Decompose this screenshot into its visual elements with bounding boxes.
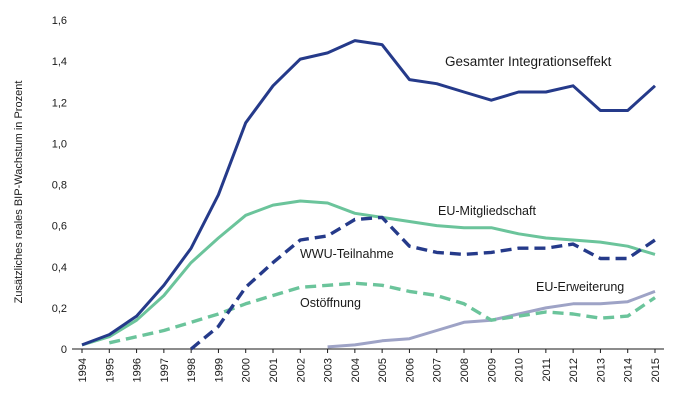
y-tick-label: 1,4 <box>52 56 67 68</box>
x-tick-label: 2005 <box>377 358 389 382</box>
y-axis-title: Zusätzliches reales BIP-Wachstum in Proz… <box>13 81 25 304</box>
y-axis-title-group: Zusätzliches reales BIP-Wachstum in Proz… <box>13 81 25 304</box>
y-tick-label: 0,8 <box>52 180 67 192</box>
y-tick-label: 1,0 <box>52 138 67 150</box>
x-tick-label: 2007 <box>432 358 444 382</box>
x-tick-label: 1996 <box>132 358 144 382</box>
x-tick-label: 2008 <box>459 358 471 382</box>
x-tick-label: 2013 <box>595 358 607 382</box>
series-line-gesamter-integrationseffekt <box>81 39 657 347</box>
x-tick-label: 2009 <box>486 358 498 382</box>
series-line-ostöffnung <box>108 281 656 345</box>
x-tick-label: 2006 <box>404 358 416 382</box>
x-tick-label: 1994 <box>77 358 89 382</box>
x-tick-label: 2002 <box>295 358 307 382</box>
x-tick-label: 1999 <box>213 358 225 382</box>
series-labels: Gesamter Integrationseffekt EU-Mitgliedsc… <box>300 54 624 310</box>
y-axis-ticks: 0 0,2 0,4 0,6 0,8 1,0 1,2 1,4 1,6 <box>52 15 67 356</box>
y-tick-label: 1,2 <box>52 97 67 109</box>
x-tick-label: 2011 <box>541 358 553 382</box>
series-line-wwu-teilnahme <box>190 215 656 351</box>
x-tick-label: 1997 <box>159 358 171 382</box>
x-axis-ticks: 1994 1995 1996 1997 1998 1999 2000 2001 2002 2003… <box>77 349 662 382</box>
x-tick-label: 2000 <box>241 358 253 382</box>
x-tick-label: 2004 <box>350 358 362 382</box>
series-label-gesamter-integrationseffekt: Gesamter Integrationseffekt <box>445 54 612 69</box>
y-tick-label: 0,2 <box>52 303 67 315</box>
x-tick-label: 1998 <box>186 358 198 382</box>
x-tick-label: 2015 <box>650 358 662 382</box>
series-line-eu-mitgliedschaft <box>81 199 656 347</box>
y-tick-label: 1,6 <box>52 15 67 27</box>
series-label-eu-erweiterung: EU-Erweiterung <box>536 280 624 294</box>
series-label-ostöffnung: Ostöffnung <box>300 296 361 310</box>
y-tick-label: 0,6 <box>52 221 67 233</box>
series-label-wwu-teilnahme: WWU-Teilnahme <box>300 247 394 261</box>
x-tick-label: 2012 <box>568 358 580 382</box>
series-lines <box>81 39 657 351</box>
x-tick-label: 2014 <box>623 358 635 382</box>
y-tick-label: 0,4 <box>52 262 67 274</box>
x-tick-label: 2003 <box>323 358 335 382</box>
y-tick-label: 0 <box>61 344 67 356</box>
x-tick-label: 2010 <box>514 358 526 382</box>
series-label-eu-mitgliedschaft: EU-Mitgliedschaft <box>438 204 536 218</box>
x-tick-label: 1995 <box>104 358 116 382</box>
x-tick-label: 2001 <box>268 358 280 382</box>
